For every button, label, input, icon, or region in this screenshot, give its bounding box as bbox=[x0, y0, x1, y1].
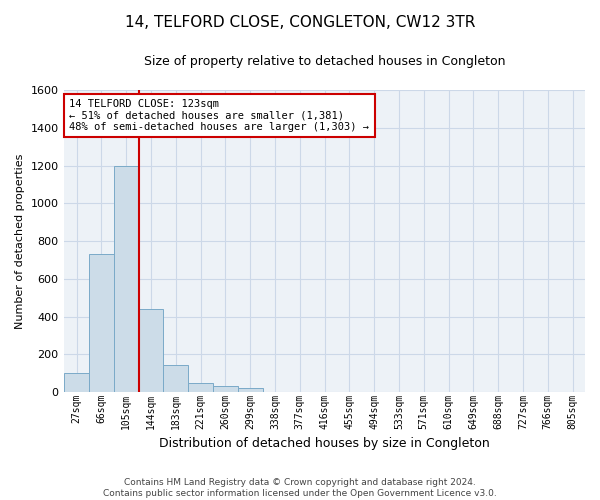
Bar bbox=[213, 386, 238, 392]
Bar bbox=[163, 364, 188, 392]
Y-axis label: Number of detached properties: Number of detached properties bbox=[15, 154, 25, 328]
Text: 14, TELFORD CLOSE, CONGLETON, CW12 3TR: 14, TELFORD CLOSE, CONGLETON, CW12 3TR bbox=[125, 15, 475, 30]
Title: Size of property relative to detached houses in Congleton: Size of property relative to detached ho… bbox=[144, 55, 505, 68]
Bar bbox=[238, 388, 263, 392]
Bar bbox=[89, 254, 114, 392]
Bar bbox=[114, 166, 139, 392]
Bar bbox=[64, 373, 89, 392]
Text: 14 TELFORD CLOSE: 123sqm
← 51% of detached houses are smaller (1,381)
48% of sem: 14 TELFORD CLOSE: 123sqm ← 51% of detach… bbox=[70, 99, 370, 132]
Text: Contains HM Land Registry data © Crown copyright and database right 2024.
Contai: Contains HM Land Registry data © Crown c… bbox=[103, 478, 497, 498]
X-axis label: Distribution of detached houses by size in Congleton: Distribution of detached houses by size … bbox=[159, 437, 490, 450]
Bar bbox=[188, 382, 213, 392]
Bar bbox=[139, 309, 163, 392]
